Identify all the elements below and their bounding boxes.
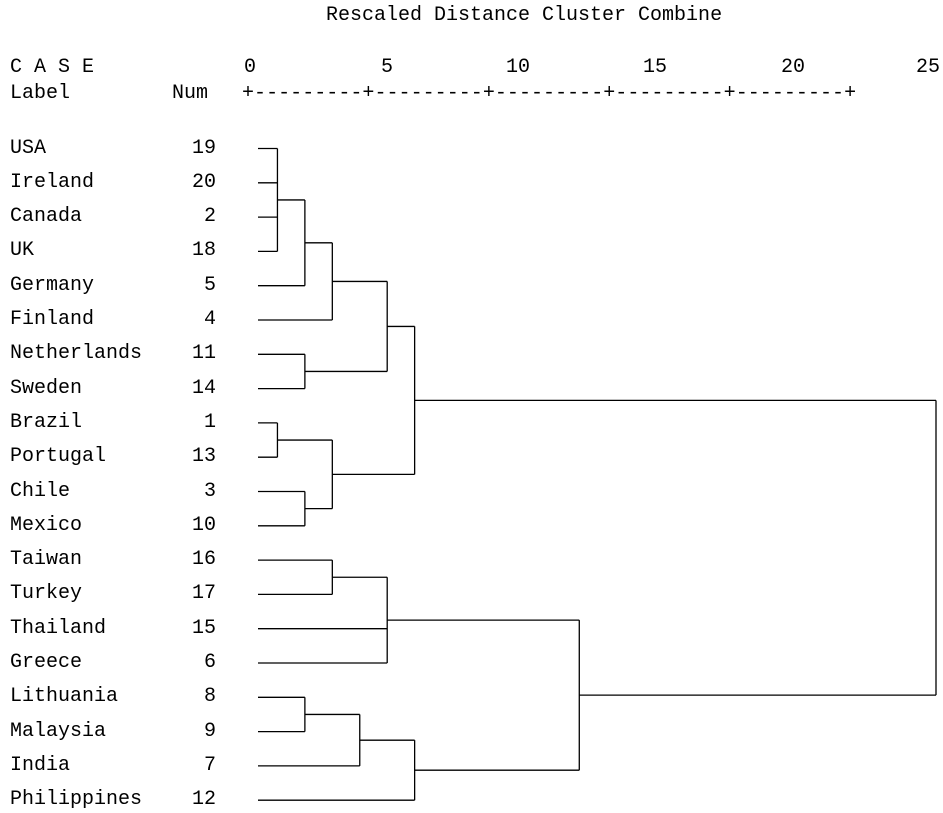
chart-title: Rescaled Distance Cluster Combine (326, 4, 723, 27)
case-label: Taiwan (10, 548, 83, 572)
case-num: 14 (191, 376, 216, 400)
case-num: 16 (191, 548, 216, 572)
case-label: Greece (10, 651, 83, 674)
case-num: 17 (191, 582, 216, 606)
case-num: 6 (203, 651, 216, 674)
case-label: Turkey (10, 582, 83, 606)
case-label: Finland (10, 308, 95, 331)
scale-tick-10: 10 (505, 56, 531, 79)
scale-tick-20: 20 (780, 56, 806, 79)
case-label: UK (10, 239, 35, 263)
case-num: 1 (203, 410, 216, 434)
case-num: 3 (203, 479, 216, 503)
scale-tick-15: 15 (642, 56, 668, 79)
case-num: 13 (191, 445, 216, 469)
case-num: 18 (191, 239, 216, 263)
case-label: Ireland (10, 170, 95, 194)
case-label: India (10, 753, 71, 777)
scale-tick-5: 5 (380, 56, 394, 79)
case-label: Lithuania (10, 685, 119, 709)
case-num: 19 (191, 136, 216, 160)
case-num: 8 (203, 685, 216, 709)
case-label: Thailand (10, 616, 107, 640)
case-label: Malaysia (10, 719, 107, 743)
case-num: 9 (203, 719, 216, 743)
case-num: 20 (191, 170, 216, 194)
distance-scale-ruler: +---------+---------+---------+---------… (242, 82, 857, 105)
case-label: Mexico (10, 513, 83, 537)
case-label: Brazil (10, 410, 83, 434)
case-num: 12 (191, 788, 216, 812)
label-column-header: Label (10, 82, 71, 105)
case-num: 15 (191, 616, 216, 640)
case-label: Netherlands (10, 342, 143, 366)
case-num: 10 (191, 513, 216, 537)
case-label: Germany (10, 273, 95, 297)
scale-tick-25: 25 (915, 56, 941, 79)
case-label: Canada (10, 205, 83, 229)
case-num: 4 (203, 308, 216, 331)
case-label: USA (10, 136, 47, 160)
case-label: Portugal (10, 445, 107, 469)
case-num: 7 (203, 753, 216, 777)
num-column-header: Num (172, 82, 209, 105)
case-num: 11 (191, 342, 216, 366)
case-num: 2 (203, 205, 216, 229)
case-num: 5 (203, 273, 216, 297)
scale-tick-0: 0 (243, 56, 257, 79)
case-header: C A S E (10, 56, 95, 79)
case-label: Sweden (10, 376, 83, 400)
case-label: Philippines (10, 788, 143, 812)
case-label: Chile (10, 479, 71, 503)
